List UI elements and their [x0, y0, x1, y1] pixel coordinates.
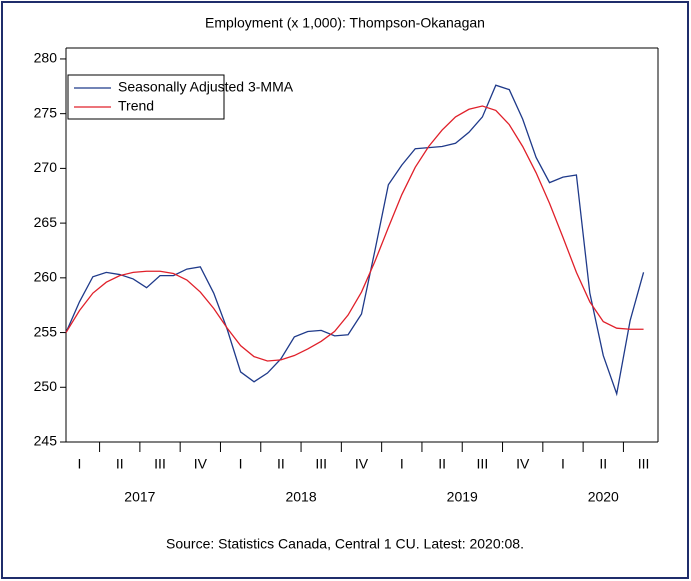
y-tick-label: 260: [34, 269, 58, 285]
y-tick-label: 265: [34, 214, 58, 230]
y-tick-label: 270: [34, 159, 58, 175]
y-tick-label: 245: [34, 433, 58, 449]
x-tick-label: IV: [355, 456, 369, 472]
series-line: [65, 84, 645, 397]
x-tick-label: I: [239, 456, 243, 472]
y-tick-label: 275: [34, 104, 58, 120]
year-label: 2019: [447, 489, 478, 505]
year-label: 2018: [285, 489, 316, 505]
year-label: 2020: [588, 489, 619, 505]
x-tick-label: III: [477, 456, 489, 472]
x-tick-label: IV: [516, 456, 530, 472]
series-line: [65, 105, 644, 362]
chart-title: Employment (x 1,000): Thompson-Okanagan: [205, 15, 485, 31]
x-tick-label: II: [438, 456, 446, 472]
x-tick-label: I: [400, 456, 404, 472]
y-tick-label: 255: [34, 323, 58, 339]
source-note: Source: Statistics Canada, Central 1 CU.…: [166, 536, 524, 552]
legend-box: [67, 74, 225, 120]
x-tick-label: III: [315, 456, 327, 472]
x-tick-label: III: [638, 456, 650, 472]
y-tick-label: 250: [34, 378, 58, 394]
x-tick-label: II: [277, 456, 285, 472]
legend-label: Trend: [118, 98, 154, 114]
x-tick-label: III: [154, 456, 166, 472]
x-tick-label: I: [77, 456, 81, 472]
x-tick-label: II: [116, 456, 124, 472]
year-label: 2017: [124, 489, 155, 505]
x-tick-label: I: [561, 456, 565, 472]
legend-label: Seasonally Adjusted 3-MMA: [118, 79, 294, 95]
y-tick-label: 280: [34, 50, 58, 66]
x-tick-label: II: [599, 456, 607, 472]
x-tick-label: IV: [194, 456, 208, 472]
